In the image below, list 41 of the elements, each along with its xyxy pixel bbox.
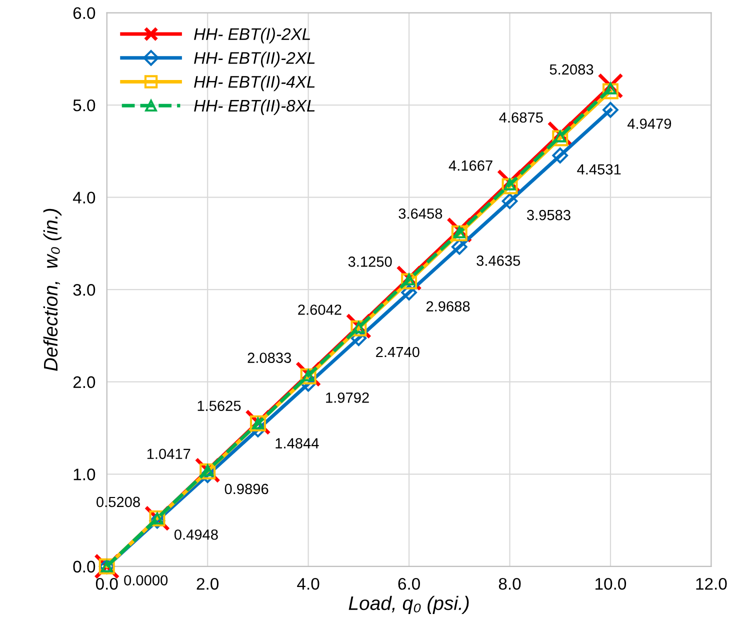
data-label: 4.9479 — [627, 118, 672, 129]
legend-label: HH- EBT(II)-2XL — [194, 52, 315, 68]
y-tick-label: 1.0 — [74, 468, 96, 480]
data-label: 2.9688 — [426, 301, 470, 312]
data-label: 0.4948 — [174, 529, 218, 540]
x-tick-label: 10.0 — [596, 578, 626, 590]
y-tick-label: 5.0 — [73, 99, 96, 112]
data-label: 3.4635 — [476, 256, 520, 266]
data-label: 0.0000 — [124, 575, 168, 586]
y-tick-label: 6.0 — [73, 7, 96, 20]
data-label: 1.0417 — [147, 448, 190, 460]
x-tick-label: 0.0 — [96, 578, 118, 590]
data-label: 3.1250 — [348, 256, 392, 267]
legend-label: HH- EBT(I)-2XL — [194, 28, 310, 44]
y-tick-label: 3.0 — [73, 284, 96, 296]
data-label: 4.4531 — [577, 164, 621, 175]
x-tick-label: 4.0 — [297, 578, 320, 590]
x-tick-label: 12.0 — [696, 578, 727, 590]
x-tick-label: 2.0 — [196, 578, 219, 590]
data-label: 3.6458 — [398, 208, 442, 219]
data-label: 4.6875 — [499, 112, 543, 123]
data-label: 2.0833 — [248, 352, 292, 363]
y-tick-label: 2.0 — [73, 376, 96, 388]
data-label: 2.6042 — [298, 304, 342, 315]
x-tick-label: 8.0 — [498, 578, 521, 590]
data-label: 2.4740 — [376, 346, 420, 358]
x-axis-title: Load, q₀ (psi.) — [348, 596, 469, 614]
data-label: 1.5625 — [198, 400, 241, 412]
data-label: 1.4844 — [276, 438, 319, 448]
y-tick-label: 0.0 — [73, 560, 96, 573]
y-axis-title: Deflection, w₀ (in.) — [43, 208, 62, 371]
data-label: 0.9896 — [224, 484, 268, 494]
data-label: 1.9792 — [326, 392, 369, 403]
legend-label: HH- EBT(II)-4XL — [194, 76, 315, 92]
legend-label: HH- EBT(II)-8XL — [194, 99, 315, 115]
y-tick-label: 4.0 — [72, 192, 96, 204]
data-label: 5.2083 — [550, 64, 594, 75]
data-label: 0.5208 — [96, 496, 140, 508]
data-label: 3.9583 — [526, 210, 570, 220]
data-label: 4.1667 — [448, 160, 492, 171]
x-tick-label: 6.0 — [398, 578, 420, 590]
